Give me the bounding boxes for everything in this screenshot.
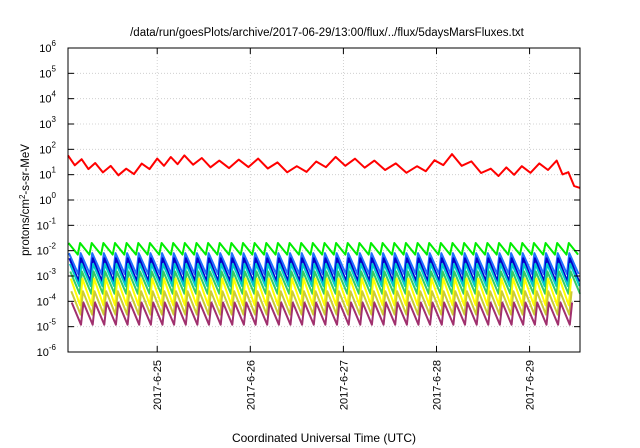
x-axis-label: Coordinated Universal Time (UTC) [232, 431, 416, 445]
y-tick-label: 102 [39, 140, 56, 156]
y-tick-label: 100 [39, 191, 56, 207]
y-tick-base: 10 [39, 144, 51, 156]
y-tick-label: 10-6 [37, 343, 57, 359]
y-tick-base: 10 [39, 43, 51, 55]
y-tick-base: 10 [39, 119, 51, 131]
y-tick-base: 10 [37, 322, 49, 334]
x-tick-label: 2017-6-25 [152, 360, 164, 410]
series-line [67, 153, 581, 189]
x-tick-label: 2017-6-28 [431, 360, 443, 410]
series-line [69, 270, 581, 295]
y-tick-exponent: -5 [49, 318, 57, 327]
y-tick-exponent: 2 [52, 140, 57, 149]
y-tick-base: 10 [39, 68, 51, 80]
y-tick-label: 103 [39, 115, 56, 131]
y-tick-exponent: 1 [52, 166, 57, 175]
y-tick-exponent: 4 [52, 90, 57, 99]
y-tick-base: 10 [37, 271, 49, 283]
y-tick-exponent: 3 [52, 115, 57, 124]
y-tick-label: 10-2 [37, 242, 57, 258]
y-tick-base: 10 [39, 195, 51, 207]
x-tick-label: 2017-6-26 [245, 360, 257, 410]
x-tick-label: 2017-6-29 [525, 360, 537, 410]
series-line [70, 290, 573, 316]
x-tick-label: 2017-6-27 [338, 360, 350, 410]
x-tick-labels: 2017-6-25 2017-6-26 2017-6-27 2017-6-28 2017… [152, 360, 536, 410]
y-tick-base: 10 [37, 246, 49, 258]
y-tick-exponent: 5 [52, 64, 57, 73]
series-line [67, 242, 579, 256]
y-tick-label: 106 [39, 39, 56, 55]
series-line [67, 252, 580, 275]
y-tick-label: 10-3 [37, 267, 57, 283]
y-tick-base: 10 [37, 296, 49, 308]
y-tick-exponent: 0 [52, 191, 57, 200]
y-tick-labels: 10-610-510-410-310-210-11001011021031041… [37, 39, 57, 359]
series-line [68, 262, 581, 288]
y-tick-exponent: -1 [49, 216, 57, 225]
series-line [70, 301, 574, 326]
y-tick-base: 10 [39, 94, 51, 106]
y-tick-exponent: -4 [49, 292, 57, 301]
y-tick-label: 101 [39, 166, 56, 182]
y-tick-label: 10-5 [37, 318, 57, 334]
y-tick-base: 10 [37, 347, 49, 359]
y-tick-exponent: -3 [49, 267, 57, 276]
y-tick-label: 105 [39, 64, 56, 80]
y-tick-base: 10 [39, 170, 51, 182]
y-tick-exponent: -2 [49, 242, 57, 251]
y-axis-label: protons/cm2-s-sr-MeV [18, 144, 32, 256]
series-layer [67, 153, 581, 326]
series-line [69, 277, 573, 307]
chart-title: /data/run/goesPlots/archive/2017-06-29/1… [130, 27, 525, 39]
y-tick-base: 10 [37, 220, 49, 232]
tick-layer [68, 47, 580, 353]
y-axis-label-rest: -s-sr-MeV [20, 144, 32, 195]
y-tick-label: 10-1 [37, 216, 57, 232]
y-tick-label: 10-4 [37, 292, 57, 308]
y-tick-exponent: -6 [49, 343, 57, 352]
y-axis-label-exponent: 2 [18, 194, 27, 199]
y-tick-exponent: 6 [52, 39, 57, 48]
y-axis-label-main: protons/cm [20, 199, 32, 256]
y-tick-label: 104 [39, 90, 56, 106]
